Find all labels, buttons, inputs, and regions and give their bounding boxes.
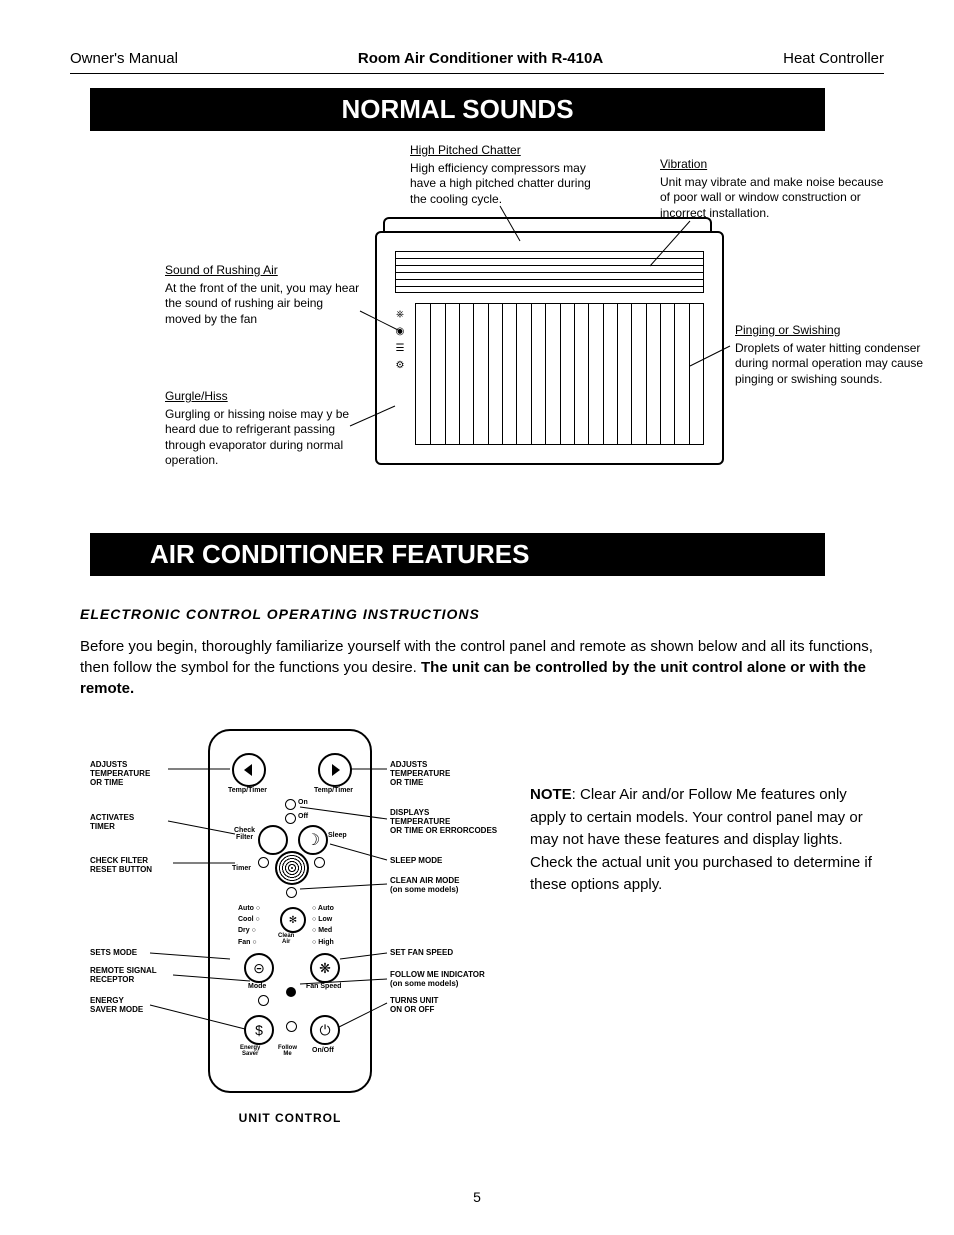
- section-bar-normal-sounds: NORMAL SOUNDS: [90, 88, 825, 131]
- button-fan-speed[interactable]: ❋: [310, 953, 340, 983]
- header-center: Room Air Conditioner with R-410A: [358, 50, 603, 67]
- callout-title: Sound of Rushing Air: [165, 263, 360, 279]
- ac-front-grille: [415, 303, 704, 445]
- intro-paragraph: Before you begin, thoroughly familiarize…: [80, 636, 874, 699]
- ac-unit-illustration: ⎈◉☰⚙: [375, 231, 720, 461]
- label-clean-air: CLEAN AIR MODE (on some models): [390, 877, 500, 895]
- label-fan-speed: Fan Speed: [306, 983, 341, 990]
- mode-list: Auto ○ Cool ○ Dry ○ Fan ○: [238, 903, 260, 948]
- button-temp-down[interactable]: [232, 753, 266, 787]
- button-temp-up[interactable]: [318, 753, 352, 787]
- callout-body: Droplets of water hitting condenser duri…: [735, 341, 945, 388]
- indicator-off: Off: [298, 813, 308, 820]
- label-mode: Mode: [248, 983, 266, 990]
- label-timer-btn: Timer: [232, 865, 251, 872]
- callout-title: Vibration: [660, 157, 890, 173]
- label-adjust-right: ADJUSTS TEMPERATURE OR TIME: [390, 761, 490, 787]
- features-row: ADJUSTS TEMPERATURE OR TIME ACTIVATES TI…: [70, 729, 884, 1159]
- page-header: Owner's Manual Room Air Conditioner with…: [70, 50, 884, 74]
- unit-control-diagram: ADJUSTS TEMPERATURE OR TIME ACTIVATES TI…: [90, 729, 490, 1159]
- callout-chatter: High Pitched Chatter High efficiency com…: [410, 143, 610, 207]
- label-temp-timer-r: Temp/Timer: [314, 787, 353, 794]
- label-set-fan: SET FAN SPEED: [390, 949, 490, 958]
- callout-body: Unit may vibrate and make noise because …: [660, 175, 890, 222]
- note-lead: NOTE: [530, 786, 572, 803]
- ir-receptor: [286, 987, 296, 997]
- button-energy-saver[interactable]: $: [244, 1015, 274, 1045]
- label-energy: Energy Saver: [240, 1045, 260, 1057]
- callout-pinging: Pinging or Swishing Droplets of water hi…: [735, 323, 945, 387]
- label-sets-mode: SETS MODE: [90, 949, 170, 958]
- led-display: [275, 851, 309, 885]
- label-energy-saver: ENERGY SAVER MODE: [90, 997, 170, 1015]
- fan-list: ○ Auto ○ Low ○ Med ○ High: [312, 903, 334, 948]
- button-check-filter[interactable]: [258, 825, 288, 855]
- label-check: Check Filter: [234, 827, 255, 841]
- label-displays: DISPLAYS TEMPERATURE OR TIME OR ERRORCOD…: [390, 809, 510, 835]
- header-right: Heat Controller: [783, 50, 884, 67]
- callout-gurgle: Gurgle/Hiss Gurgling or hissing noise ma…: [165, 389, 365, 469]
- button-mode[interactable]: ⊝: [244, 953, 274, 983]
- unit-control-caption: UNIT CONTROL: [90, 1111, 490, 1125]
- callout-vibration: Vibration Unit may vibrate and make nois…: [660, 157, 890, 221]
- callout-body: At the front of the unit, you may hear t…: [165, 281, 360, 328]
- callout-body: Gurgling or hissing noise may y be heard…: [165, 407, 365, 469]
- label-check-filter: CHECK FILTER RESET BUTTON: [90, 857, 175, 875]
- section-bar-features: AIR CONDITIONER FEATURES: [90, 533, 825, 576]
- callout-body: High efficiency compressors may have a h…: [410, 161, 610, 208]
- page-number: 5: [0, 1189, 954, 1205]
- indicator-on: On: [298, 799, 308, 806]
- label-follow-me: FOLLOW ME INDICATOR (on some models): [390, 971, 510, 989]
- label-adjust-left: ADJUSTS TEMPERATURE OR TIME: [90, 761, 170, 787]
- callout-title: Pinging or Swishing: [735, 323, 945, 339]
- header-left: Owner's Manual: [70, 50, 178, 67]
- callout-title: High Pitched Chatter: [410, 143, 610, 159]
- label-temp-timer-l: Temp/Timer: [228, 787, 267, 794]
- button-power[interactable]: ⏻: [310, 1015, 340, 1045]
- label-follow: Follow Me: [278, 1045, 297, 1057]
- label-activates-timer: ACTIVATES TIMER: [90, 814, 170, 832]
- note-box: NOTE: Clear Air and/or Follow Me feature…: [530, 729, 884, 1159]
- label-remote-receptor: REMOTE SIGNAL RECEPTOR: [90, 967, 175, 985]
- callout-title: Gurgle/Hiss: [165, 389, 365, 405]
- remote-body: Temp/Timer Temp/Timer On Off Check Filte…: [208, 729, 372, 1093]
- button-sleep[interactable]: ☽: [298, 825, 328, 855]
- label-sleep-btn: Sleep: [328, 832, 347, 839]
- label-sleep: SLEEP MODE: [390, 857, 490, 866]
- note-body: : Clear Air and/or Follow Me features on…: [530, 786, 872, 893]
- normal-sounds-diagram: High Pitched Chatter High efficiency com…: [70, 131, 884, 511]
- button-clean-air[interactable]: ✻: [280, 907, 306, 933]
- ac-control-strip: ⎈◉☰⚙: [389, 303, 411, 445]
- callout-rushing: Sound of Rushing Air At the front of the…: [165, 263, 360, 327]
- subsection-title: ELECTRONIC CONTROL OPERATING INSTRUCTION…: [80, 606, 884, 622]
- label-power: TURNS UNIT ON OR OFF: [390, 997, 490, 1015]
- label-onoff: On/Off: [312, 1047, 334, 1054]
- label-clean: Clean Air: [278, 933, 294, 945]
